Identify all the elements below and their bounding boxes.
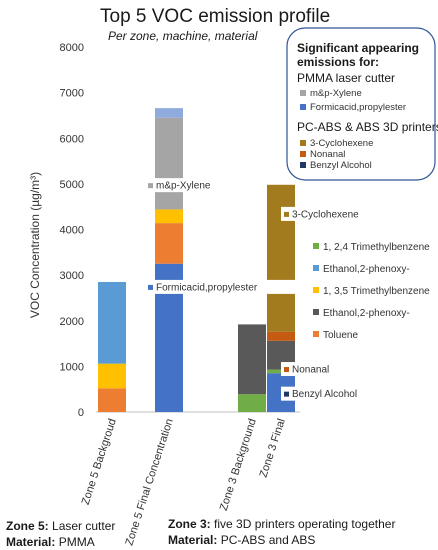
info-box-swatch: [300, 151, 306, 157]
info-box-item-label: Nonanal: [310, 149, 345, 160]
info-box-group1-title: PMMA laser cutter: [297, 71, 395, 85]
annotation-marker: [148, 284, 153, 290]
y-tick-label: 2000: [60, 316, 84, 328]
legend-swatch: [313, 309, 319, 315]
annotation-marker: [148, 183, 153, 189]
annotation-bg: [145, 279, 296, 294]
footer-zone5-label: Zone 5:: [6, 519, 49, 533]
footer-material-right: Material: PC-ABS and ABS: [168, 532, 315, 548]
info-box-swatch: [300, 162, 306, 168]
footer-material-left: Material: PMMA: [6, 534, 95, 550]
footer-zone3: Zone 3: five 3D printers operating toget…: [168, 516, 395, 532]
bar-segment: [267, 184, 295, 332]
bar-segment: [267, 331, 295, 341]
legend-label: Ethanol,2-phenoxy-: [323, 264, 410, 275]
footer-zone5: Zone 5: Laser cutter: [6, 518, 115, 534]
legend-label: Toluene: [323, 330, 358, 341]
bar-segment: [98, 388, 126, 412]
info-box-heading-line2: emissions for:: [297, 55, 379, 69]
info-box-swatch: [300, 90, 306, 96]
footer-material-right-value: PC-ABS and ABS: [220, 533, 316, 547]
bar-segment: [98, 281, 126, 364]
legend-label: Ethanol,2-phenoxy-: [323, 308, 410, 319]
legend-swatch: [313, 265, 319, 271]
footer-zone3-label: Zone 3:: [168, 517, 211, 531]
info-box-swatch: [300, 104, 306, 110]
bar-segment: [155, 223, 183, 264]
info-box-frame: [286, 27, 436, 181]
info-box-item-label: Benzyl Alcohol: [310, 160, 372, 171]
x-tick-label: Zone 5 Backgroud: [80, 417, 119, 506]
y-tick-label: 3000: [60, 270, 84, 282]
y-tick-label: 5000: [60, 179, 84, 191]
y-axis-label: VOC Concentration (µg/m³): [28, 172, 42, 318]
info-box-group2-title: PC-ABS & ABS 3D printers: [297, 120, 438, 134]
footer-zone5-value: Laser cutter: [52, 519, 116, 533]
bar-segment: [155, 209, 183, 224]
legend-swatch: [313, 243, 319, 249]
y-tick-label: 6000: [60, 133, 84, 145]
legend-swatch: [313, 287, 319, 293]
footer-material-left-label: Material:: [6, 535, 56, 549]
x-tick-label: Zone 3 Background: [218, 417, 259, 512]
annotation-marker: [284, 391, 289, 397]
bar-segment: [98, 363, 126, 389]
annotation-label: m&p-Xylene: [156, 181, 211, 192]
info-box-item-label: m&p-Xylene: [310, 88, 362, 99]
bar-segment: [238, 324, 266, 395]
bar-segment: [155, 108, 183, 118]
info-box-item-label: 3-Cyclohexene: [310, 138, 373, 149]
x-tick-label: Zone 3 Final: [258, 417, 288, 479]
legend-label: 1, 2,4 Trimethylbenzene: [323, 242, 430, 253]
annotation-bg: [281, 362, 340, 377]
annotation-label: Nonanal: [292, 365, 329, 376]
footer-material-right-label: Material:: [168, 533, 218, 547]
info-box-item-label: Formicacid,propylester: [310, 102, 406, 113]
y-tick-label: 0: [78, 407, 84, 419]
bar-segment: [238, 394, 266, 412]
info-box-heading-line1: Significant appearing: [297, 41, 419, 55]
annotation-bg: [145, 178, 222, 193]
footer-zone3-value: five 3D printers operating together: [214, 517, 396, 531]
y-tick-label: 8000: [60, 42, 84, 54]
annotation-label: Benzyl Alcohol: [292, 389, 357, 400]
y-tick-label: 7000: [60, 88, 84, 100]
footer-material-left-value: PMMA: [58, 535, 95, 549]
bar-segment: [155, 117, 183, 210]
chart-title: Top 5 VOC emission profile: [100, 6, 330, 27]
annotation-label: 3-Cyclohexene: [292, 209, 359, 220]
legend-swatch: [313, 331, 319, 337]
y-tick-label: 1000: [60, 361, 84, 373]
chart-subtitle: Per zone, machine, material: [108, 29, 258, 43]
annotation-bg: [281, 206, 377, 221]
annotation-bg: [281, 386, 383, 401]
annotation-marker: [284, 367, 289, 373]
annotation-label: Formicacid,propylester: [156, 282, 258, 293]
legend-label: 1, 3,5 Trimethylbenzene: [323, 286, 430, 297]
y-tick-label: 4000: [60, 225, 84, 237]
info-box-swatch: [300, 140, 306, 146]
annotation-marker: [284, 211, 289, 217]
info-box: Significant appearing emissions for: PMM…: [286, 27, 438, 181]
